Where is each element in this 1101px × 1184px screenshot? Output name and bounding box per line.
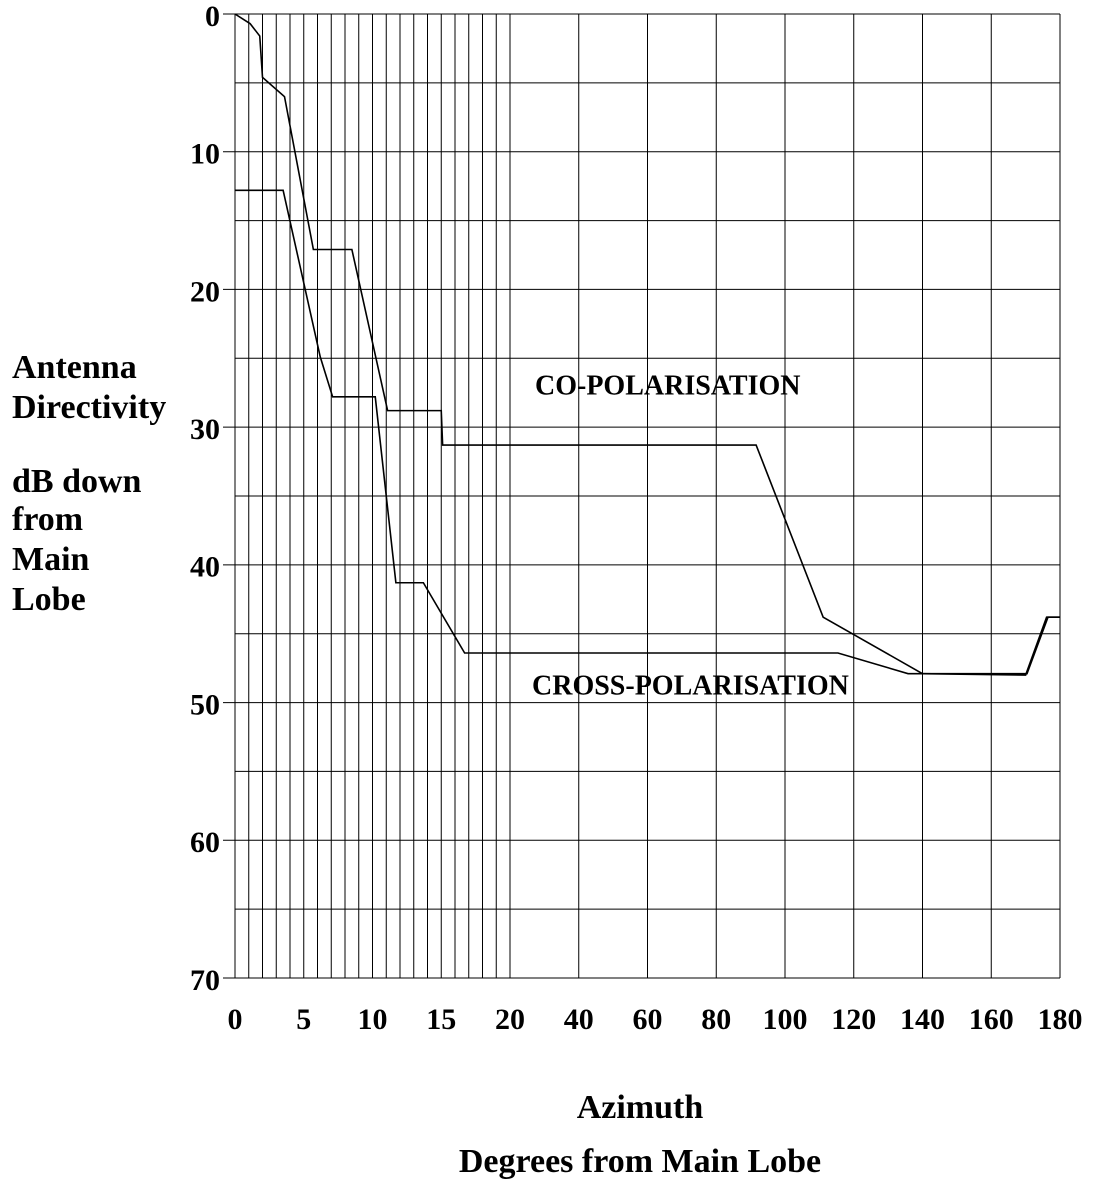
x-tick-label: 20 [495,1003,525,1036]
y-axis-label: Antenna [12,349,137,386]
x-axis-label: Azimuth [577,1089,704,1126]
y-axis-label: Main [12,541,90,578]
x-tick-label: 180 [1038,1003,1083,1036]
y-tick-label: 70 [190,964,220,997]
y-tick-label: 20 [190,275,220,308]
annotation: CROSS-POLARISATION [532,670,849,701]
x-axis-label: Degrees from Main Lobe [459,1143,821,1180]
y-tick-label: 10 [190,138,220,171]
x-tick-label: 100 [763,1003,808,1036]
y-tick-label: 40 [190,551,220,584]
x-tick-label: 15 [426,1003,456,1036]
annotation: CO-POLARISATION [535,370,801,401]
x-tick-label: 60 [633,1003,663,1036]
y-tick-label: 50 [190,688,220,721]
x-tick-label: 40 [564,1003,594,1036]
y-axis-label: dB down [12,463,142,500]
x-tick-label: 140 [900,1003,945,1036]
x-tick-label: 5 [296,1003,311,1036]
y-tick-label: 0 [205,0,220,33]
x-tick-label: 80 [701,1003,731,1036]
x-tick-label: 160 [969,1003,1014,1036]
x-tick-label: 0 [228,1003,243,1036]
y-axis-label: from [12,501,83,538]
x-tick-label: 120 [831,1003,876,1036]
y-tick-label: 30 [190,413,220,446]
y-tick-label: 60 [190,826,220,859]
y-axis-label: Lobe [12,581,86,618]
x-tick-label: 10 [358,1003,388,1036]
series-line [235,189,1060,676]
y-axis-label: Directivity [12,389,166,426]
